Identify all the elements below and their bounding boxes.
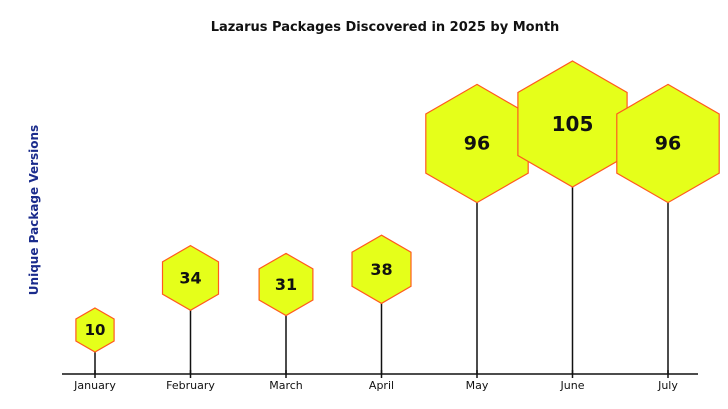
x-tick-label-april: April [369, 379, 394, 392]
value-label-february: 34 [179, 268, 201, 287]
x-tick-label-june: June [560, 379, 585, 392]
chart-title: Lazarus Packages Discovered in 2025 by M… [210, 20, 560, 35]
value-label-june: 105 [552, 112, 594, 136]
value-label-may: 96 [464, 133, 490, 155]
value-label-july: 96 [655, 133, 681, 155]
value-label-january: 10 [85, 321, 106, 339]
x-tick-label-january: January [73, 379, 116, 392]
x-tick-label-march: March [269, 379, 303, 392]
hexagon-june [517, 60, 628, 188]
x-tick-label-may: May [466, 379, 489, 392]
value-label-april: 38 [370, 260, 392, 279]
hexagon-january [75, 307, 115, 353]
hexagon-march [258, 252, 314, 317]
hexagon-february [161, 244, 220, 311]
hexagon-april [351, 234, 412, 305]
x-tick-label-july: July [657, 379, 678, 392]
value-label-march: 31 [275, 275, 297, 294]
x-tick-label-february: February [166, 379, 215, 392]
hexagon-july [616, 83, 720, 204]
